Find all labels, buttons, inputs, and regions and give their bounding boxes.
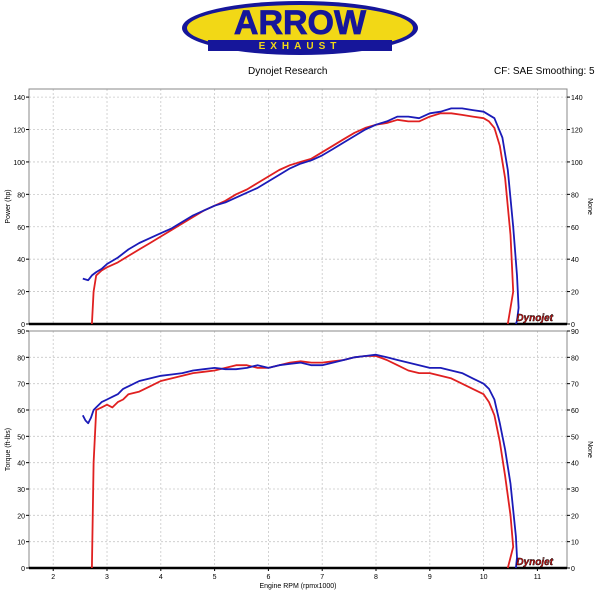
power-ytick-label-right: 60 xyxy=(571,225,579,232)
torque-ytick-label-right: 70 xyxy=(571,382,579,389)
torque-ytick-label-right: 40 xyxy=(571,461,579,468)
torque-xtick-label: 4 xyxy=(159,574,163,581)
logo-exhaust-band xyxy=(208,40,392,51)
torque-xtick-label: 2 xyxy=(51,574,55,581)
torque-ytick-label-left: 20 xyxy=(17,513,25,520)
torque-ytick-label-left: 90 xyxy=(17,329,25,336)
power-ytick-label-right: 40 xyxy=(571,257,579,264)
torque-panel: 0 0 10 10 20 20 30 30 40 40 50 50 60 60 70 70 80 80 90 90 2 3… xyxy=(5,329,593,590)
power-ytick-label-left: 140 xyxy=(13,95,25,102)
torque-ytick-label-right: 80 xyxy=(571,355,579,362)
torque-xtick-label: 11 xyxy=(534,574,541,581)
power-ytick-label-left: 60 xyxy=(17,225,25,232)
torque-xtick-label: 5 xyxy=(213,574,217,581)
power-right-label: None xyxy=(586,198,593,215)
power-ytick-label-right: 80 xyxy=(571,192,579,199)
power-dynojet-watermark: Dynojet xyxy=(516,313,553,324)
chart-header-left: Dynojet Research xyxy=(248,66,328,77)
chart-header-right: CF: SAE Smoothing: 5 xyxy=(494,66,595,77)
torque-ytick-label-left: 10 xyxy=(17,540,25,547)
torque-ytick-label-right: 10 xyxy=(571,540,579,547)
torque-xlabel: Engine RPM (rpmx1000) xyxy=(259,583,336,590)
power-ytick-label-left: 20 xyxy=(17,290,25,297)
power-ylabel: Power (hp) xyxy=(5,189,12,223)
power-ytick-label-right: 0 xyxy=(571,322,575,329)
torque-ytick-label-right: 60 xyxy=(571,408,579,415)
power-frame xyxy=(28,88,568,325)
power-ytick-label-left: 0 xyxy=(21,322,25,329)
torque-ytick-label-right: 50 xyxy=(571,434,579,441)
power-ytick-label-left: 100 xyxy=(13,160,25,167)
torque-xtick-label: 7 xyxy=(320,574,324,581)
power-ytick-label-right: 20 xyxy=(571,290,579,297)
torque-ytick-label-left: 70 xyxy=(17,382,25,389)
power-ytick-label-right: 100 xyxy=(571,160,583,167)
torque-right-label: None xyxy=(586,441,593,458)
torque-ytick-label-left: 30 xyxy=(17,487,25,494)
power-panel: 0 0 20 20 40 40 60 60 80 80 100 100 120 120 140 140 Powe… xyxy=(5,88,593,329)
power-ytick-label-left: 80 xyxy=(17,192,25,199)
power-ytick-label-right: 120 xyxy=(571,128,583,135)
torque-frame xyxy=(28,330,568,569)
torque-dynojet-watermark: Dynojet xyxy=(516,557,553,568)
torque-ytick-label-left: 0 xyxy=(21,566,25,573)
arrow-exhaust-logo: ARROW EXHAUST xyxy=(182,1,418,55)
torque-xtick-label: 6 xyxy=(266,574,270,581)
torque-ytick-label-right: 0 xyxy=(571,566,575,573)
torque-ytick-label-left: 80 xyxy=(17,355,25,362)
logo-yellow-oval xyxy=(187,5,413,51)
torque-xtick-label: 10 xyxy=(480,574,488,581)
power-series-blue xyxy=(82,107,520,325)
torque-ytick-label-left: 50 xyxy=(17,434,25,441)
torque-xtick-label: 3 xyxy=(105,574,109,581)
torque-ytick-label-left: 40 xyxy=(17,461,25,468)
torque-ytick-label-right: 20 xyxy=(571,513,579,520)
torque-series-red xyxy=(91,355,515,569)
power-series-red xyxy=(91,112,515,325)
torque-series-blue xyxy=(82,353,518,569)
logo-subword: EXHAUST xyxy=(259,41,342,52)
torque-ylabel: Torque (ft-lbs) xyxy=(5,428,12,471)
power-ytick-label-right: 140 xyxy=(571,95,583,102)
torque-ytick-label-right: 90 xyxy=(571,329,579,336)
power-ytick-label-left: 120 xyxy=(13,128,25,135)
torque-ytick-label-left: 60 xyxy=(17,408,25,415)
torque-ytick-label-right: 30 xyxy=(571,487,579,494)
torque-xtick-label: 8 xyxy=(374,574,378,581)
logo-word: ARROW xyxy=(234,4,367,42)
torque-xtick-label: 9 xyxy=(428,574,432,581)
power-ytick-label-left: 40 xyxy=(17,257,25,264)
